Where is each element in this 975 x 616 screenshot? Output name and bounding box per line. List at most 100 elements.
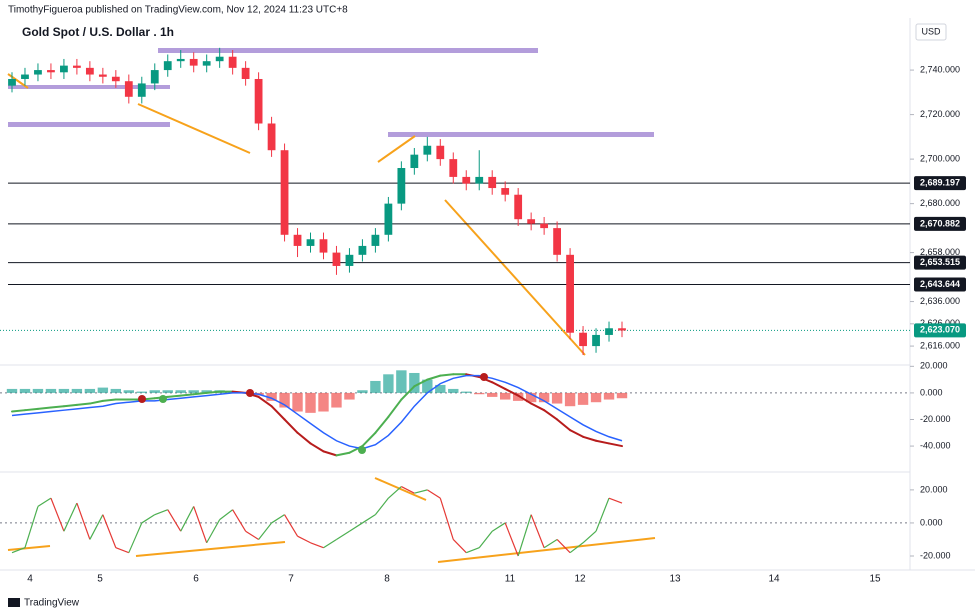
histogram-bar [19,388,31,393]
last-price-tag [914,323,966,338]
oscillator-line [102,514,117,548]
macd-line [309,442,325,453]
y-tick-label: -20.000 [920,550,951,560]
brand: TradingView [8,598,80,609]
candle-body [47,70,55,73]
y-tick-label: 2,700.000 [920,153,960,163]
oscillator-line [180,506,195,532]
x-tick-label: 14 [768,574,780,585]
y-tick-label: 2,680.000 [920,198,960,208]
macd-line [543,409,559,421]
candle-body [267,123,276,151]
macd-line [426,374,442,381]
oscillator-line [24,506,39,548]
oscillator-line [193,506,208,543]
level-tag-label: 2,670.882 [920,218,960,228]
zone [8,122,170,127]
signal-line [11,374,623,450]
macd-line [11,409,26,413]
oscillator-line [310,542,324,549]
candle-body [60,65,68,73]
oscillator-line [608,497,623,504]
trendline [444,199,586,356]
candle-body [241,67,250,79]
macd-line [439,373,455,377]
histogram-bar [564,392,576,407]
oscillator-line [414,489,428,494]
y-tick-label: 2,626.000 [920,318,960,328]
x-tick-label: 4 [27,574,33,585]
macd-line [335,451,351,457]
candle-body [566,254,574,333]
candle-body [358,245,367,255]
oscillator-line [543,538,558,549]
trendline [377,135,416,163]
histogram-bar [71,388,83,393]
candle-body [306,239,315,246]
drawings [7,48,656,563]
macd-line [322,450,338,457]
x-tick-label: 8 [384,574,390,585]
candle-body [98,74,107,77]
candle-body [410,154,419,169]
y-tick-label: 2,616.000 [920,340,960,350]
currency[interactable]: USD [921,26,941,36]
oscillator-line [76,502,91,540]
x-tick-label: 12 [574,574,586,585]
histogram-bar [110,388,122,393]
histogram-bar [422,379,433,393]
y-tick-label: -20.000 [920,414,951,424]
histogram-bar [370,380,381,393]
candle-body [579,332,587,347]
macd-line [257,395,273,408]
candle-body [124,81,133,97]
candle-body [319,239,328,253]
histogram-bar [162,390,173,393]
histogram-bar [175,390,186,393]
histogram-bar [32,388,44,393]
histogram-bar [6,388,18,393]
oscillator-line [466,547,480,554]
oscillator-line [297,535,311,544]
candle-body [592,334,600,347]
candle-body [34,70,42,75]
y-tick-label: 20.000 [920,484,948,494]
y-tick-label: 2,636.000 [920,296,960,306]
macd-line [49,405,65,409]
trendline [437,537,656,563]
histogram-bar [577,392,589,405]
y-tick-label: 0.000 [920,387,943,397]
oscillator-line [219,509,234,521]
candle-body [514,194,523,220]
candle-body [501,188,510,195]
oscillator-line [504,522,519,557]
oscillator-line [63,502,78,532]
level-tag-label: 2,643.644 [920,279,960,289]
macd-line [296,431,312,445]
oscillator-line [478,530,493,549]
macd-line [179,393,195,397]
histogram-bar [616,392,628,399]
oscillator-line [115,547,130,554]
histogram-bar [188,390,199,393]
oscillator-line [11,547,26,554]
histogram-bar [318,392,329,412]
histogram-bar [603,392,615,400]
histogram-bar [448,388,459,393]
y-tick-label: 2,740.000 [920,64,960,74]
macd-line [530,402,546,412]
macd-line [88,399,104,405]
candle-body [21,74,29,79]
histogram-bar [487,392,498,397]
histogram-bar [538,392,550,403]
level-tag [914,216,966,231]
candle-body [85,67,94,75]
macd-line [283,418,299,434]
currency-box[interactable] [915,23,947,41]
brand-name: TradingView [24,598,80,609]
candle-body [384,203,393,235]
macd-line [75,402,91,406]
candle-body [163,61,172,71]
macd-line [504,387,520,397]
